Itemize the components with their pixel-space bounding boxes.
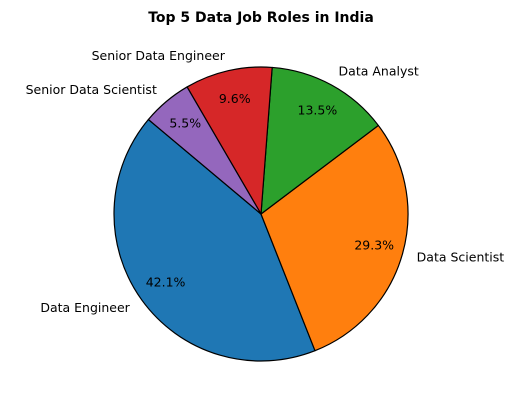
slice-senior-data-scientist <box>147 86 262 215</box>
slice-data-engineer <box>113 118 316 362</box>
chart-title: Top 5 Data Job Roles in India <box>148 10 374 26</box>
pie-labels: Data Engineer 42.1% Data Scientist 29.3% Dat… <box>26 48 505 315</box>
slice-percent-data-scientist: 29.3% <box>354 237 394 252</box>
slice-data-scientist <box>260 124 409 352</box>
slice-label-senior-data-scientist: Senior Data Scientist <box>26 82 157 97</box>
slice-label-data-scientist: Data Scientist <box>417 249 505 264</box>
slice-senior-data-engineer <box>186 66 273 215</box>
slice-data-analyst <box>260 66 379 215</box>
pie-slices <box>113 66 409 362</box>
slice-percent-data-analyst: 13.5% <box>298 102 338 117</box>
slice-percent-senior-data-engineer: 9.6% <box>219 91 251 106</box>
slice-label-data-engineer: Data Engineer <box>40 300 130 315</box>
slice-percent-senior-data-scientist: 5.5% <box>169 116 201 131</box>
slice-label-senior-data-engineer: Senior Data Engineer <box>92 48 226 63</box>
slice-label-data-analyst: Data Analyst <box>339 64 419 79</box>
slice-percent-data-engineer: 42.1% <box>146 274 186 289</box>
